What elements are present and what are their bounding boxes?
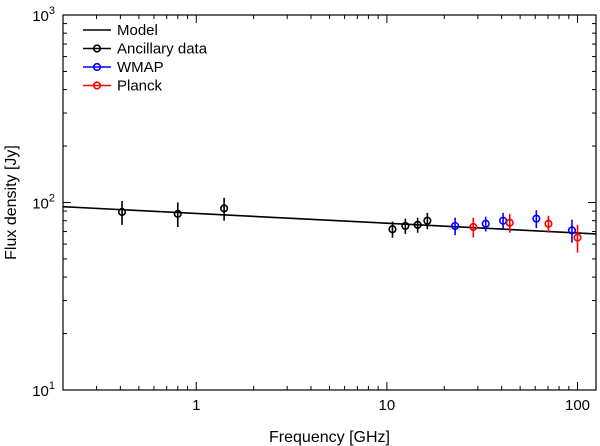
ancillary-data-data-point bbox=[173, 209, 182, 218]
x-tick-label: 1 bbox=[192, 397, 200, 414]
planck-data-point bbox=[469, 222, 478, 232]
ancillary-data-data-point bbox=[423, 216, 432, 225]
y-tick-label: 103 bbox=[32, 5, 55, 25]
wmap-data-point bbox=[567, 226, 577, 235]
wmap-data-point bbox=[451, 221, 460, 231]
ancillary-data-data-point bbox=[220, 204, 229, 213]
legend-label-ancillary: Ancillary data bbox=[117, 41, 208, 58]
legend-label-planck: Planck bbox=[117, 78, 163, 95]
legend-marker-ancillary bbox=[92, 44, 102, 53]
ancillary-data-data-point bbox=[388, 225, 397, 234]
plot-frame bbox=[62, 14, 597, 391]
planck-data-point bbox=[505, 218, 514, 227]
legend-label-wmap: WMAP bbox=[117, 59, 164, 76]
planck-data-point bbox=[544, 219, 553, 228]
wmap-data-point bbox=[532, 214, 541, 223]
plot-data-area bbox=[62, 197, 597, 253]
y-axis-label: Flux density [Jy] bbox=[3, 145, 20, 260]
x-axis-label: Frequency [GHz] bbox=[269, 429, 390, 446]
ancillary-data-data-point bbox=[401, 221, 410, 231]
ancillary-data-data-point bbox=[117, 207, 127, 217]
axes: 1 10 100 101 102 103 bbox=[32, 5, 596, 414]
planck-data-point bbox=[573, 233, 582, 242]
legend-marker-planck bbox=[92, 81, 102, 90]
y-tick-label: 101 bbox=[32, 380, 55, 400]
x-tick-label: 100 bbox=[565, 397, 590, 414]
model-line bbox=[62, 205, 597, 235]
y-tick-label: 102 bbox=[32, 193, 55, 213]
legend-label-model: Model bbox=[117, 22, 158, 39]
wmap-data-point bbox=[481, 219, 490, 228]
legend-marker-wmap bbox=[92, 62, 102, 72]
ancillary-data-data-point bbox=[413, 220, 422, 229]
x-tick-label: 10 bbox=[379, 397, 396, 414]
